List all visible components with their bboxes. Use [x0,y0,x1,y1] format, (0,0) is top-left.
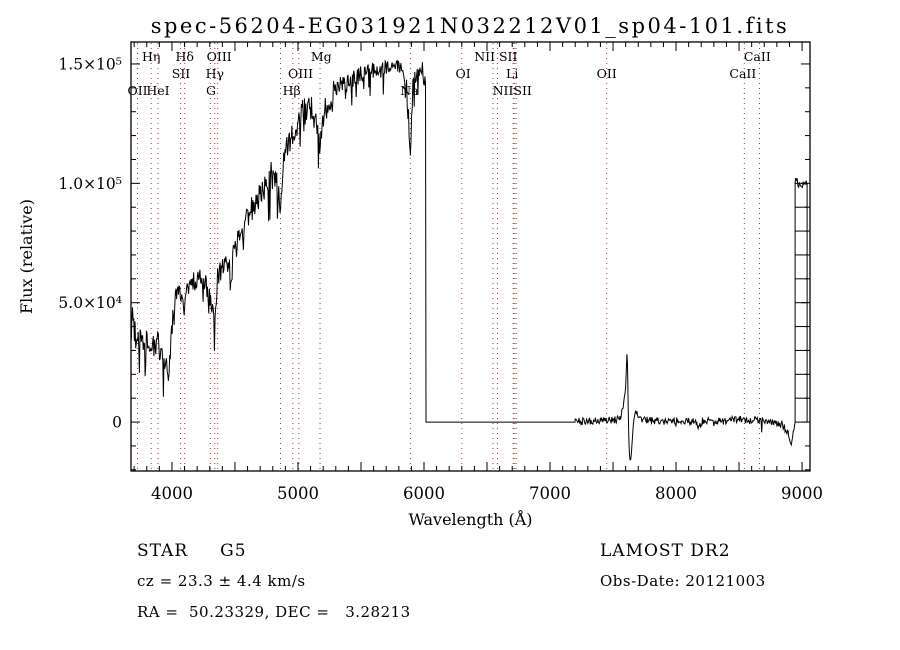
y-tick-label: 0 [112,414,122,432]
line-label: NII SII [474,49,517,64]
spectral-line-labels: Hη Hδ OIII Mg NII SII CaII SII Hγ OIII OI Li OII CaI… [127,49,770,98]
line-label: Li [506,66,518,81]
y-tick-label: 1.5×10⁵ [58,55,122,73]
line-label: OI [455,66,470,81]
coordinates-label: RA = 50.23329, DEC = 3.28213 [137,603,411,621]
line-label: OII [597,66,617,81]
spectrum-trace [130,59,808,461]
x-tick-label: 8000 [655,484,697,503]
x-tick-label: 4000 [151,484,193,503]
line-label: OII [127,83,147,98]
line-label: Hβ [283,83,301,98]
x-tick-label: 5000 [277,484,319,503]
spectral-line-markers [137,43,760,470]
object-class-label: STAR G5 [137,541,247,561]
line-label: SII [172,66,191,81]
y-axis-label: Flux (relative) [17,199,36,314]
x-tick-label: 6000 [403,484,445,503]
line-label: OIII [207,49,232,64]
line-label: CaII [729,66,756,81]
radial-velocity-label: cz = 23.3 ± 4.4 km/s [137,572,306,590]
x-tick-label: 7000 [529,484,571,503]
line-label: Mg [311,49,332,64]
line-label: Hη [142,49,160,64]
line-label: Hγ [206,66,224,81]
line-label: G [206,83,216,98]
page-title: spec-56204-EG031921N032212V01_sp04-101.f… [150,14,790,38]
y-tick-label: 5.0×10⁴ [58,294,122,312]
survey-label: LAMOST DR2 [600,541,731,561]
x-axis-label: Wavelength (Å) [408,509,532,529]
line-label: HeI [146,83,169,98]
obs-date-label: Obs-Date: 20121003 [600,572,766,590]
axis-ticks [131,42,810,471]
line-label: OIII [288,66,313,81]
y-tick-label: 1.0×10⁵ [58,175,122,193]
line-label: Na [400,83,419,98]
x-tick-label: 9000 [781,484,823,503]
line-label: CaII [744,49,771,64]
line-label: Hδ [175,49,193,64]
line-label: NIISII [493,83,532,98]
plot-border [130,41,811,472]
axis-tick-labels: 4000 5000 6000 7000 8000 9000 0 5.0×10⁴ 1.0×10⁵ 1… [58,55,823,503]
